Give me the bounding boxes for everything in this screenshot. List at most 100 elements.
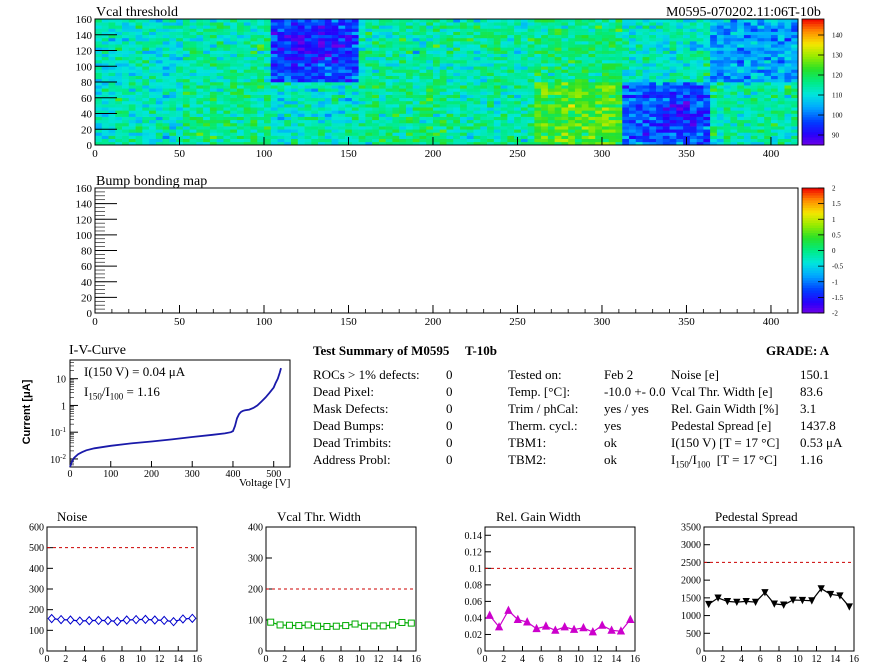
bump-map-colorbar-cell [802, 203, 824, 206]
bump-map-frame [94, 187, 799, 314]
vcal-map-cell [534, 116, 542, 121]
vcal-map-cell [236, 82, 245, 86]
vcal-map-cell [520, 119, 528, 124]
vcal-map-cell [561, 94, 569, 99]
vcal-map-cell [284, 94, 292, 99]
vcal-map-cell [385, 119, 393, 124]
vcal-map-cell [770, 72, 779, 76]
vcal-map-cell [243, 63, 251, 67]
vcal-map-cell [561, 116, 569, 121]
vcal-map-cell [243, 104, 251, 108]
vcal-map-cell [547, 107, 555, 111]
vcal-map-cell [770, 44, 779, 48]
vcal-map-cell [142, 94, 150, 99]
vcal-map-cell [547, 69, 555, 73]
vcal-map-cell [115, 116, 123, 121]
summary-value: ok [604, 435, 617, 450]
vcal-map-cell [683, 66, 691, 70]
vcal-map-cell [656, 66, 664, 70]
vcal-map-cell [189, 34, 197, 39]
vcal-map-cell [304, 97, 312, 102]
vcal-map-cell [541, 141, 549, 146]
vcal-map-cell [135, 25, 143, 29]
vcal-map-cell [466, 122, 474, 127]
vcal-map-cell [581, 41, 589, 45]
vcal-map-cell [162, 126, 170, 130]
vcal-map-cell [365, 113, 373, 117]
gain-width-plot-y-tick-label: 0 [477, 647, 482, 658]
vcal-map-cell [487, 129, 495, 133]
vcal-map-cell [480, 25, 488, 29]
vcal-map-cell [466, 135, 474, 139]
vcal-map-cell [236, 126, 245, 130]
vcal-map-cell [196, 91, 204, 95]
vcal-map-cell [331, 78, 339, 83]
vcal-map-cell [527, 82, 535, 86]
vcal-map-cell [405, 56, 414, 61]
vcal-map-cell [149, 31, 157, 36]
iv-y-tick-label: 10-2 [50, 453, 66, 466]
vcal-map-cell [669, 116, 677, 121]
vcal-map-cell [284, 116, 292, 121]
vcal-map-cell [507, 53, 515, 58]
vcal-map-cell [642, 34, 650, 39]
vcal-map-cell [439, 47, 447, 51]
vcal-map-cell [473, 44, 481, 48]
vcal-map-cell [520, 85, 528, 89]
vcal-map-cell [642, 53, 650, 58]
vcal-map-cell [216, 135, 224, 139]
vcal-map-cell [385, 34, 393, 39]
vcal-map-cell [595, 126, 603, 130]
vcal-map-cell [460, 116, 468, 121]
vcal-map-cell [263, 126, 272, 130]
vcal-map-cell [460, 122, 468, 127]
vcal-map-cell [108, 19, 116, 23]
vcal-map-cell [514, 19, 522, 23]
vcal-map-cell [601, 122, 610, 127]
pedestal-plot-point [789, 596, 797, 604]
vcal-map-cell [676, 141, 684, 146]
vcal-map-cell [372, 94, 380, 99]
vcal-map-cell [784, 37, 792, 42]
vcal-map-cell [263, 85, 272, 89]
vcal-map-cell [216, 34, 224, 39]
vcal-map-cell [345, 47, 353, 51]
vcal-map-cell [669, 107, 677, 111]
vcal-map-cell [345, 69, 353, 73]
vcal-map-cell [162, 41, 170, 45]
vcal-map-cell [676, 37, 684, 42]
bump-map-colorbar-cell [802, 280, 824, 284]
vcal-map-cell [358, 116, 366, 121]
vcal-map-cell [297, 132, 305, 136]
vcal-map-cell [743, 129, 751, 133]
vcal-map-cell [216, 31, 224, 36]
vcal-map-cell [622, 132, 630, 136]
vcal-map-cell [223, 69, 231, 73]
vcal-map-cell [149, 50, 157, 54]
vcal-map-cell [649, 91, 657, 95]
vcal-map-cell [784, 78, 792, 83]
vcal-map-cell [757, 37, 765, 42]
vcal-map-cell [196, 31, 204, 36]
vcal-map-cell [270, 104, 278, 108]
vcal-map-cell [574, 31, 582, 36]
vcal-map-cell [541, 19, 549, 23]
vcal-map-cell [196, 75, 204, 80]
vcal-map-cell [473, 63, 481, 67]
vcal-map-cell [791, 88, 799, 92]
vcal-map-cell [318, 91, 326, 95]
vcal-map-cell [257, 104, 265, 108]
vcal-map-cell [176, 94, 184, 99]
vcal-map-cell [574, 47, 582, 51]
vcal-map-cell [149, 59, 157, 64]
vcal-map-cell [128, 129, 136, 133]
vcal-map-cell [115, 66, 123, 70]
vcal-map-cell [209, 50, 217, 54]
vcal-map-cell [554, 107, 562, 111]
vcal-map-cell [297, 50, 305, 54]
vcal-map-cell [791, 110, 799, 114]
vcal-map-cell [500, 100, 508, 105]
vcal-map-cell [737, 100, 745, 105]
vcal-map-cell [209, 110, 217, 114]
vcal-map-cell [520, 56, 528, 61]
